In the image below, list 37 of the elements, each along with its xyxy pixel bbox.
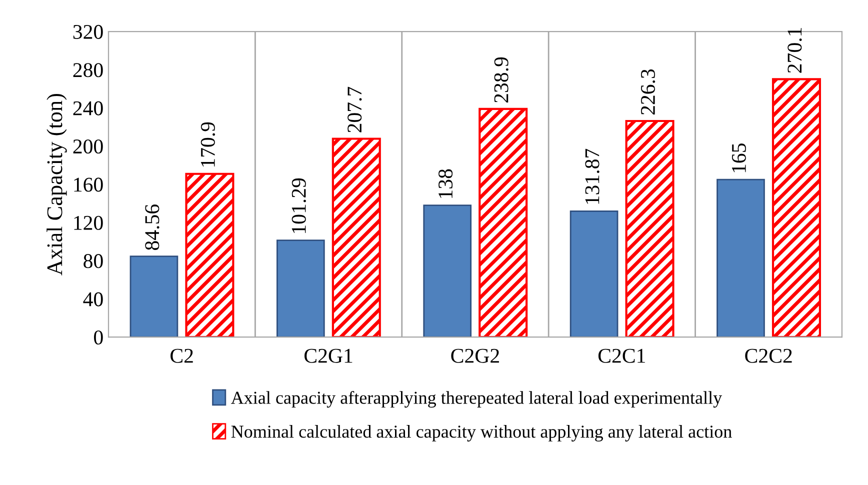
y-tick-label: 160 — [74, 178, 103, 192]
bar — [772, 78, 821, 338]
bar — [716, 178, 765, 338]
data-label: 138 — [438, 169, 453, 198]
data-label: 101.29 — [292, 178, 306, 233]
x-tick-label: C2 — [170, 348, 193, 363]
legend-label: Axial capacity afterapplying therepeated lateral load experimentally — [231, 391, 722, 408]
data-label: 226.3 — [641, 69, 656, 115]
x-tick-label: C2C1 — [598, 348, 645, 363]
data-label: 207.7 — [348, 86, 362, 132]
x-tick-label: C2G2 — [451, 348, 499, 363]
y-tick-label: 320 — [73, 24, 103, 39]
bar — [130, 256, 178, 338]
y-tick-label: 200 — [73, 139, 103, 154]
y-axis-title: Axial Capacity (ton) — [46, 94, 67, 276]
data-label: 131.87 — [585, 148, 600, 204]
y-tick-label: 120 — [74, 216, 103, 230]
x-tick-label: C2G1 — [304, 348, 352, 363]
y-tick-label: 40 — [83, 292, 103, 306]
bar — [185, 172, 234, 338]
y-tick-label: 80 — [84, 254, 103, 268]
x-tick-label: C2C2 — [745, 348, 792, 363]
y-tick-label: 240 — [73, 101, 103, 116]
bar — [332, 138, 381, 338]
bar — [276, 240, 325, 338]
bar — [570, 210, 618, 338]
data-label: 165 — [732, 144, 746, 172]
data-label: 84.56 — [145, 204, 160, 250]
bar — [625, 120, 674, 338]
data-label: 238.9 — [494, 57, 508, 102]
y-tick-label: 0 — [94, 330, 103, 345]
data-label: 170.9 — [200, 122, 216, 167]
legend-label: Nominal calculated axial capacity without applying any lateral action — [231, 425, 732, 442]
data-label: 270.1 — [788, 28, 802, 73]
y-tick-label: 280 — [73, 63, 103, 78]
bar — [478, 108, 528, 338]
bar — [423, 204, 472, 338]
